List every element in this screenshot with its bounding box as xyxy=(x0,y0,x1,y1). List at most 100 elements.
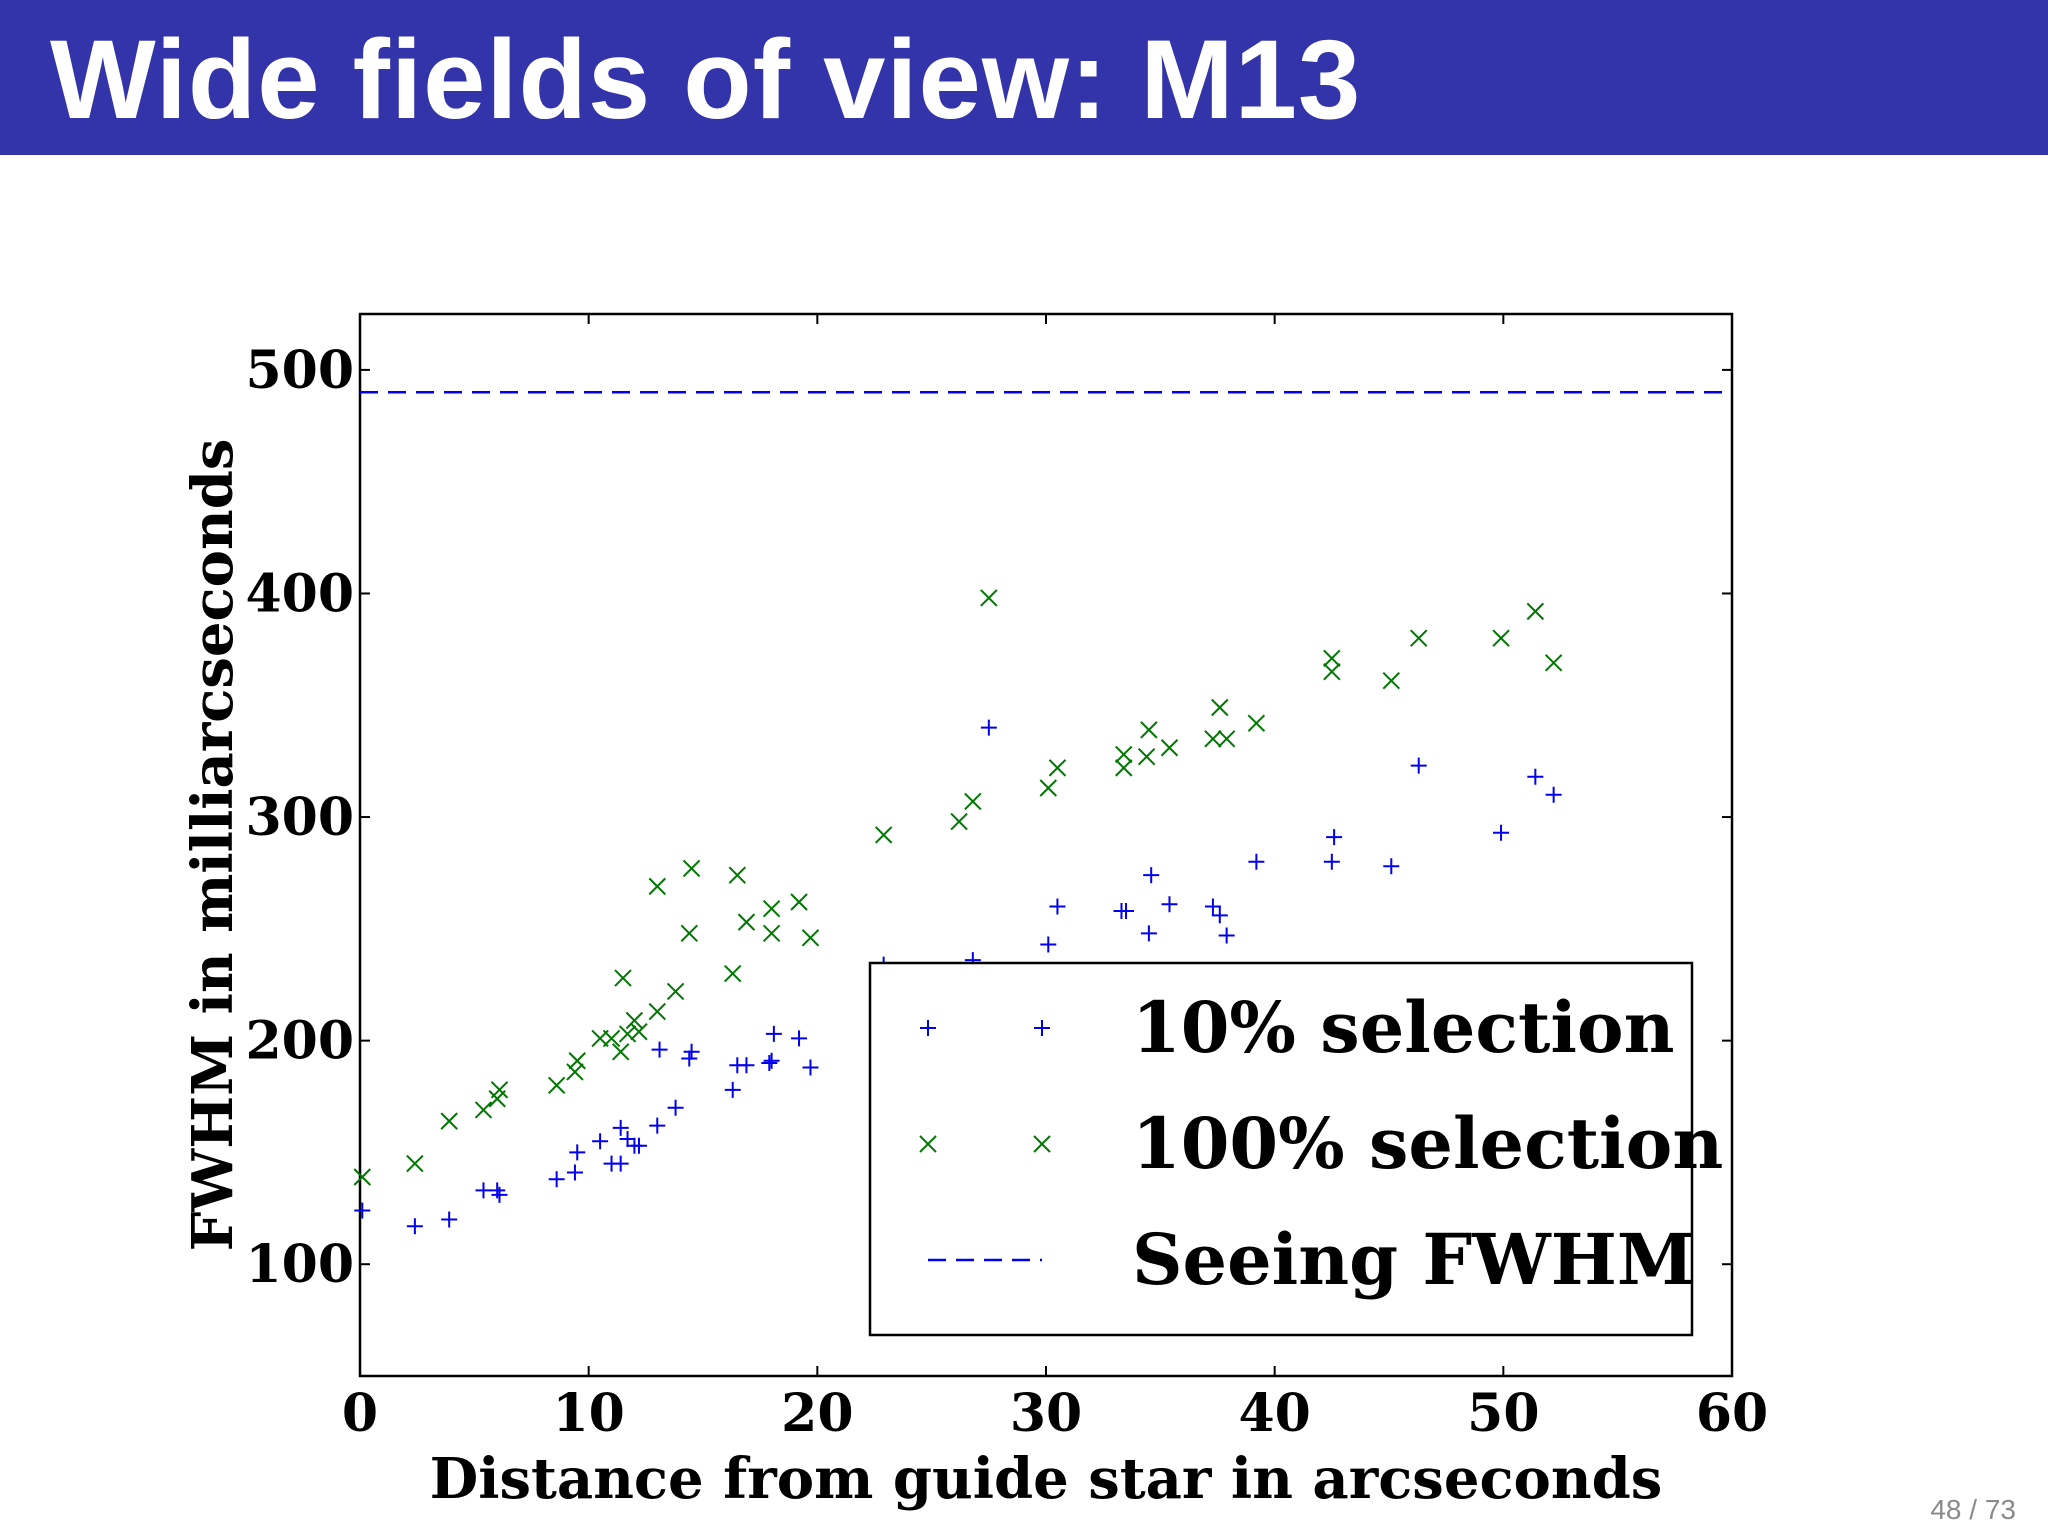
point-100pct xyxy=(801,929,820,947)
point-100pct xyxy=(406,1154,424,1173)
y-tick-label: 400 xyxy=(245,563,354,624)
y-tick-label: 100 xyxy=(245,1234,354,1295)
point-10pct xyxy=(406,1218,423,1235)
point-10pct xyxy=(681,1050,698,1067)
point-10pct xyxy=(1040,936,1057,953)
point-100pct xyxy=(1526,602,1545,621)
x-tick-label: 40 xyxy=(1238,1383,1310,1444)
point-100pct xyxy=(1115,745,1133,764)
point-100pct xyxy=(625,1011,644,1030)
point-10pct xyxy=(765,1025,782,1042)
point-100pct xyxy=(353,1168,371,1186)
legend-label: 100% selection xyxy=(1132,1102,1723,1185)
y-tick-label: 300 xyxy=(245,787,354,848)
legend-marker-10pct xyxy=(1034,1020,1050,1036)
legend-marker-10pct xyxy=(920,1020,936,1036)
point-10pct xyxy=(761,1054,778,1071)
point-100pct xyxy=(1039,779,1057,797)
point-10pct xyxy=(441,1211,458,1228)
point-100pct xyxy=(630,1022,648,1041)
point-10pct xyxy=(1326,829,1343,846)
point-10pct xyxy=(1118,902,1135,919)
point-100pct xyxy=(724,964,742,983)
point-100pct xyxy=(790,893,808,911)
point-100pct xyxy=(1137,747,1156,766)
slide-title-bar: Wide fields of view: M13 xyxy=(0,0,2048,155)
point-100pct xyxy=(648,1002,666,1021)
point-100pct xyxy=(666,982,685,1001)
point-10pct xyxy=(980,719,997,736)
point-10pct xyxy=(489,1182,506,1199)
point-100pct xyxy=(1048,759,1067,777)
point-100pct xyxy=(440,1112,458,1130)
y-tick-label: 500 xyxy=(245,340,354,401)
point-100pct xyxy=(1323,649,1341,668)
point-100pct xyxy=(1323,663,1341,681)
y-tick-label: 200 xyxy=(245,1011,354,1072)
point-10pct xyxy=(1161,896,1178,913)
point-100pct xyxy=(648,877,666,896)
point-100pct xyxy=(1247,714,1266,732)
point-10pct xyxy=(491,1186,508,1203)
point-10pct xyxy=(1410,757,1427,774)
point-10pct xyxy=(1049,898,1066,915)
point-100pct xyxy=(614,969,632,987)
point-10pct xyxy=(1248,853,1265,870)
point-100pct xyxy=(602,1029,621,1048)
legend-marker-100pct xyxy=(919,1135,937,1153)
point-10pct xyxy=(1143,867,1160,884)
point-100pct xyxy=(1544,654,1563,672)
point-10pct xyxy=(548,1171,565,1188)
point-100pct xyxy=(1140,721,1158,739)
point-100pct xyxy=(611,1043,630,1061)
point-100pct xyxy=(490,1081,509,1099)
point-10pct xyxy=(649,1117,666,1134)
point-10pct xyxy=(569,1144,586,1161)
x-axis-label: Distance from guide star in arcseconds xyxy=(430,1446,1663,1512)
point-100pct xyxy=(680,924,698,943)
x-tick-label: 30 xyxy=(1010,1383,1082,1444)
point-100pct xyxy=(964,792,982,811)
point-10pct xyxy=(1545,786,1562,803)
legend-label: Seeing FWHM xyxy=(1132,1218,1694,1301)
point-10pct xyxy=(791,1030,808,1047)
point-100pct xyxy=(1211,698,1229,717)
point-10pct xyxy=(592,1133,609,1150)
legend-label: 10% selection xyxy=(1132,986,1675,1069)
point-100pct xyxy=(1204,730,1222,748)
point-100pct xyxy=(737,913,756,931)
point-10pct xyxy=(738,1057,755,1074)
point-10pct xyxy=(1493,824,1510,841)
point-100pct xyxy=(682,859,701,878)
point-10pct xyxy=(651,1041,668,1058)
point-100pct xyxy=(1115,759,1133,777)
point-100pct xyxy=(568,1052,586,1070)
point-100pct xyxy=(980,589,998,607)
point-10pct xyxy=(1211,907,1228,924)
point-10pct xyxy=(1527,768,1544,785)
slide-title: Wide fields of view: M13 xyxy=(50,17,1362,142)
point-100pct xyxy=(547,1076,566,1095)
point-10pct xyxy=(612,1119,629,1136)
x-tick-label: 20 xyxy=(781,1383,853,1444)
point-100pct xyxy=(1492,629,1510,647)
point-100pct xyxy=(1160,739,1179,757)
point-100pct xyxy=(618,1025,637,1043)
point-10pct xyxy=(1323,853,1340,870)
point-10pct xyxy=(354,1202,371,1219)
point-100pct xyxy=(950,812,968,831)
point-10pct xyxy=(612,1155,629,1172)
point-100pct xyxy=(874,826,893,844)
point-10pct xyxy=(763,1052,780,1069)
point-100pct xyxy=(728,866,747,884)
point-10pct xyxy=(1140,925,1157,942)
point-10pct xyxy=(1383,858,1400,875)
point-100pct xyxy=(1217,730,1236,748)
point-10pct xyxy=(619,1131,636,1148)
point-100pct xyxy=(1410,629,1428,647)
slide-page-number: 48 / 73 xyxy=(1930,1494,2016,1525)
legend-marker-100pct xyxy=(1033,1135,1051,1153)
y-axis-label: FWHM in milliarcseconds xyxy=(180,439,246,1252)
point-100pct xyxy=(474,1101,493,1119)
